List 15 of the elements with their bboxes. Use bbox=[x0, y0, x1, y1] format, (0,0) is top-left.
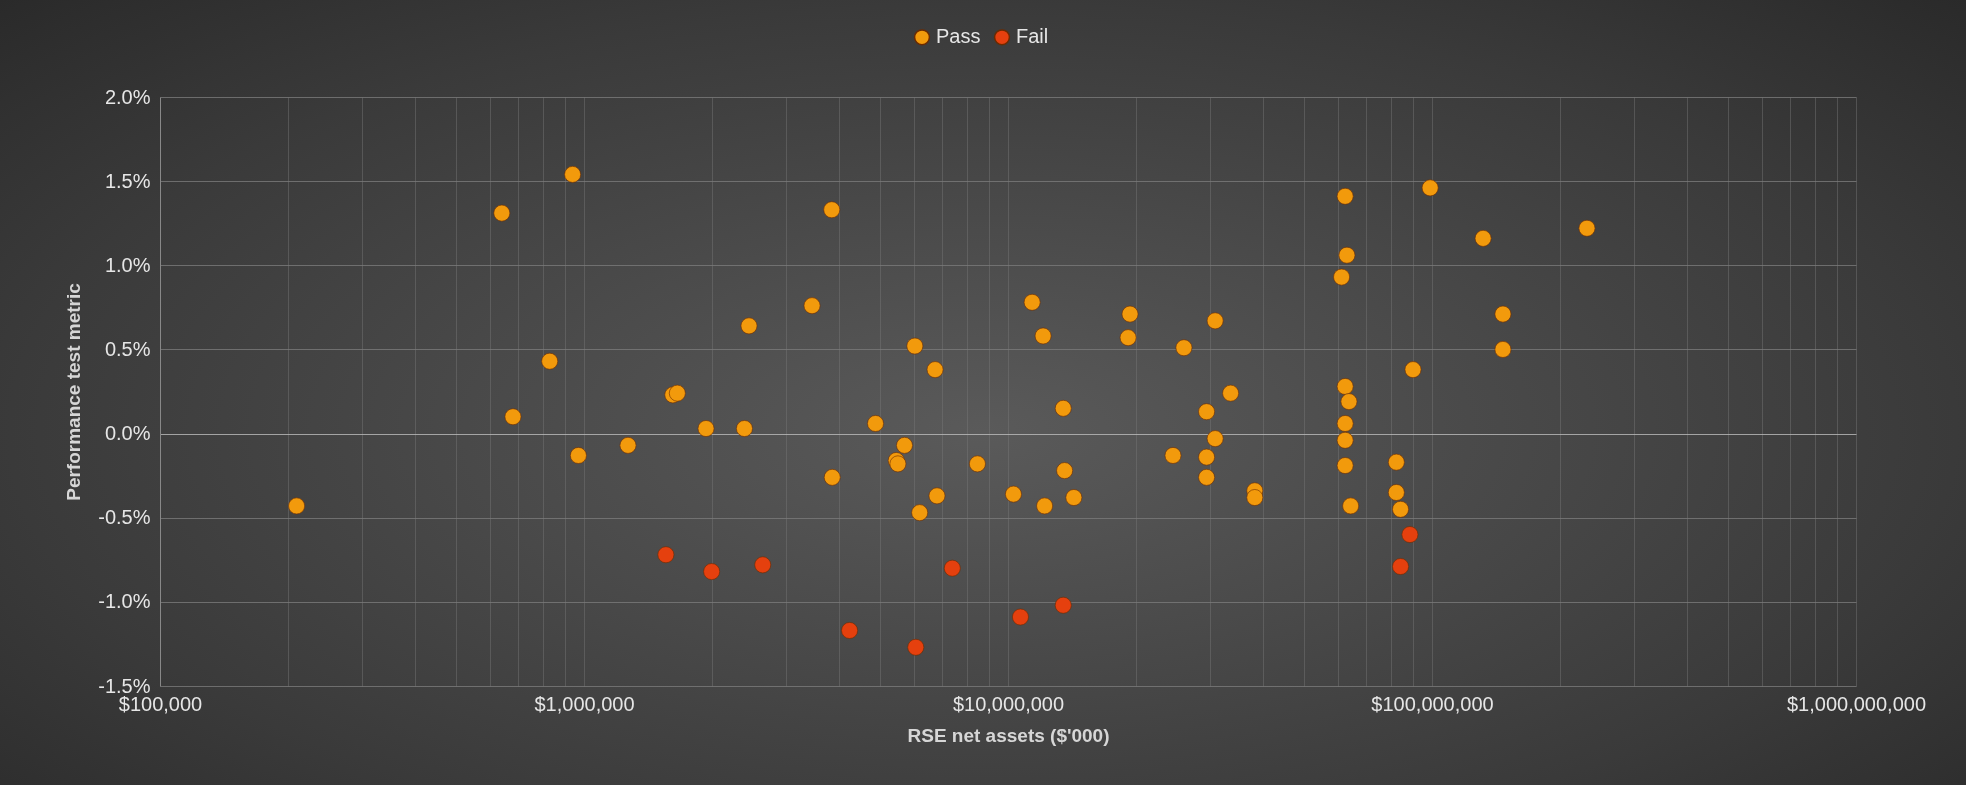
y-tick-label: 1.5% bbox=[104, 169, 151, 192]
legend-label: Fail bbox=[1016, 25, 1049, 48]
y-tick-label: -0.5% bbox=[98, 506, 151, 529]
y-tick-label: 0.0% bbox=[104, 422, 151, 445]
y-tick-label: 1.0% bbox=[104, 253, 151, 276]
x-tick-label: $10,000,000 bbox=[952, 692, 1065, 715]
x-tick-label: $1,000,000 bbox=[534, 692, 635, 715]
legend-label: Pass bbox=[936, 25, 981, 48]
y-tick-label: 0.5% bbox=[104, 337, 151, 360]
x-axis-title: RSE net assets ($'000) bbox=[907, 724, 1110, 746]
y-tick-label: -1.0% bbox=[98, 590, 151, 613]
y-tick-label: 2.0% bbox=[104, 85, 151, 108]
y-axis-title: Performance test metric bbox=[63, 282, 85, 501]
x-tick-label: $100,000,000 bbox=[1371, 692, 1494, 715]
x-tick-label: $1,000,000,000 bbox=[1786, 692, 1927, 715]
